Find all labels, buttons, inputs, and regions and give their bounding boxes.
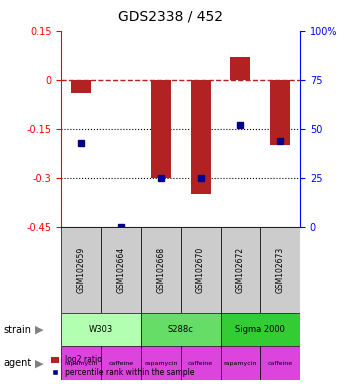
Text: GSM102670: GSM102670 bbox=[196, 247, 205, 293]
Bar bbox=[191, 80, 210, 194]
FancyBboxPatch shape bbox=[141, 227, 181, 313]
Text: caffeine: caffeine bbox=[108, 361, 134, 366]
Text: GSM102672: GSM102672 bbox=[236, 247, 245, 293]
Bar bbox=[151, 80, 171, 178]
Text: caffeine: caffeine bbox=[268, 361, 293, 366]
FancyBboxPatch shape bbox=[61, 313, 141, 346]
Legend: log2 ratio, percentile rank within the sample: log2 ratio, percentile rank within the s… bbox=[48, 352, 197, 380]
Text: Sigma 2000: Sigma 2000 bbox=[235, 325, 285, 334]
Bar bbox=[71, 80, 91, 93]
Text: ▶: ▶ bbox=[35, 358, 43, 368]
FancyBboxPatch shape bbox=[221, 313, 300, 346]
FancyBboxPatch shape bbox=[260, 346, 300, 380]
FancyBboxPatch shape bbox=[101, 346, 141, 380]
Bar bbox=[231, 57, 250, 80]
FancyBboxPatch shape bbox=[61, 227, 101, 313]
Text: caffeine: caffeine bbox=[188, 361, 213, 366]
FancyBboxPatch shape bbox=[101, 227, 141, 313]
Text: W303: W303 bbox=[89, 325, 113, 334]
FancyBboxPatch shape bbox=[181, 227, 221, 313]
Bar bbox=[270, 80, 290, 145]
Text: GSM102659: GSM102659 bbox=[77, 247, 86, 293]
Text: GSM102668: GSM102668 bbox=[156, 247, 165, 293]
FancyBboxPatch shape bbox=[181, 346, 221, 380]
FancyBboxPatch shape bbox=[61, 346, 101, 380]
FancyBboxPatch shape bbox=[141, 313, 221, 346]
FancyBboxPatch shape bbox=[221, 227, 260, 313]
FancyBboxPatch shape bbox=[141, 346, 181, 380]
Text: GSM102664: GSM102664 bbox=[117, 247, 125, 293]
Text: S288c: S288c bbox=[168, 325, 194, 334]
Text: agent: agent bbox=[3, 358, 32, 368]
Text: GDS2338 / 452: GDS2338 / 452 bbox=[118, 10, 223, 23]
Text: rapamycin: rapamycin bbox=[224, 361, 257, 366]
Text: GSM102673: GSM102673 bbox=[276, 247, 285, 293]
Text: strain: strain bbox=[3, 324, 31, 334]
FancyBboxPatch shape bbox=[260, 227, 300, 313]
FancyBboxPatch shape bbox=[221, 346, 260, 380]
Text: ▶: ▶ bbox=[35, 324, 43, 334]
Text: rapamycin: rapamycin bbox=[144, 361, 178, 366]
Text: rapamycin: rapamycin bbox=[64, 361, 98, 366]
